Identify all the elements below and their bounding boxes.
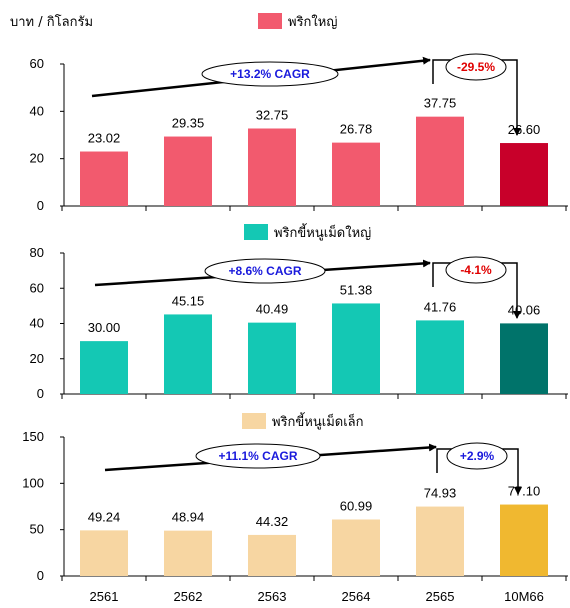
y-tick-label: 0: [37, 386, 44, 401]
data-label: 32.75: [256, 107, 289, 122]
legend-swatch: [258, 13, 282, 29]
bar-2565: [416, 320, 464, 394]
data-label: 26.60: [508, 122, 541, 137]
change-bubble: [446, 442, 508, 470]
chart-panel-1: พริกใหญ่ 0 20 40 60 23.02 29.35 32.75 26.78 37.75…: [30, 13, 568, 213]
data-label: 44.32: [256, 514, 289, 529]
change-bubble: [445, 256, 507, 284]
data-label: 60.99: [340, 498, 373, 513]
y-tick-label: 50: [30, 522, 44, 537]
x-tick-label: 2562: [174, 589, 203, 604]
data-label: 29.35: [172, 116, 205, 131]
chart-panel-2: พริกขี้หนูเม็ดใหญ่ 0 20 40 60 80 30.00 45.15 40.…: [30, 223, 568, 401]
legend-swatch: [244, 224, 268, 240]
cagr-bubble: [204, 258, 326, 284]
data-label: 30.00: [88, 320, 121, 335]
bar-2561: [80, 530, 128, 576]
cagr-label: +8.6% CAGR: [228, 264, 301, 278]
y-tick-label: 150: [22, 429, 44, 444]
y-tick-label: 0: [37, 568, 44, 583]
data-label: 48.94: [172, 510, 205, 525]
bar-2561: [80, 151, 128, 206]
bar-2565: [416, 506, 464, 576]
bar-10M66: [500, 504, 548, 576]
data-label: 51.38: [340, 282, 373, 297]
data-label: 41.76: [424, 299, 457, 314]
bar-10M66: [500, 323, 548, 394]
y-tick-label: 80: [30, 245, 44, 260]
y-tick-label: 0: [37, 198, 44, 213]
y-tick-label: 40: [30, 316, 44, 331]
data-label: 45.15: [172, 293, 205, 308]
legend-label: พริกใหญ่: [288, 14, 337, 30]
x-tick-label: 2564: [342, 589, 371, 604]
legend-label: พริกขี้หนูเม็ดใหญ่: [274, 223, 371, 241]
y-tick-label: 100: [22, 475, 44, 490]
data-label: 26.78: [340, 122, 373, 137]
bar-2563: [248, 322, 296, 394]
cagr-bubble: [201, 61, 339, 87]
bar-2562: [164, 530, 212, 576]
x-tick-label: 2565: [426, 589, 455, 604]
y-tick-label: 20: [30, 351, 44, 366]
bar-2563: [248, 128, 296, 206]
bar-2562: [164, 314, 212, 394]
bar-2564: [332, 142, 380, 206]
data-label: 49.24: [88, 509, 121, 524]
change-label: -4.1%: [460, 263, 492, 277]
bar-2562: [164, 136, 212, 206]
bar-10M66: [500, 143, 548, 206]
y-unit-label: บาท / กิโลกรัม: [10, 14, 93, 30]
cagr-bubble: [195, 443, 321, 469]
y-tick-label: 40: [30, 103, 44, 118]
x-tick-label: 2561: [90, 589, 119, 604]
y-tick-label: 20: [30, 151, 44, 166]
bar-2565: [416, 116, 464, 206]
x-tick-label: 2563: [258, 589, 287, 604]
bar-2564: [332, 303, 380, 394]
x-tick-label: 10M66: [504, 589, 544, 604]
bar-2564: [332, 519, 380, 576]
legend-label: พริกขี้หนูเม็ดเล็ก: [272, 412, 364, 430]
bar-2561: [80, 341, 128, 394]
y-tick-label: 60: [30, 56, 44, 71]
data-label: 40.49: [256, 302, 289, 317]
change-bubble: [445, 53, 507, 81]
chart-panel-3: พริกขี้หนูเม็ดเล็ก 0 50 100 150 49.24 48.94 44.…: [22, 412, 568, 604]
cagr-label: +11.1% CAGR: [218, 449, 297, 463]
change-label: +2.9%: [460, 449, 495, 463]
legend-swatch: [242, 413, 266, 429]
data-label: 37.75: [424, 96, 457, 111]
data-label: 23.02: [88, 131, 121, 146]
data-label: 40.06: [508, 302, 541, 317]
bar-2563: [248, 534, 296, 576]
cagr-label: +13.2% CAGR: [230, 67, 310, 81]
y-tick-label: 60: [30, 280, 44, 295]
change-label: -29.5%: [457, 60, 495, 74]
data-label: 74.93: [424, 486, 457, 501]
data-label: 77.10: [508, 484, 541, 499]
